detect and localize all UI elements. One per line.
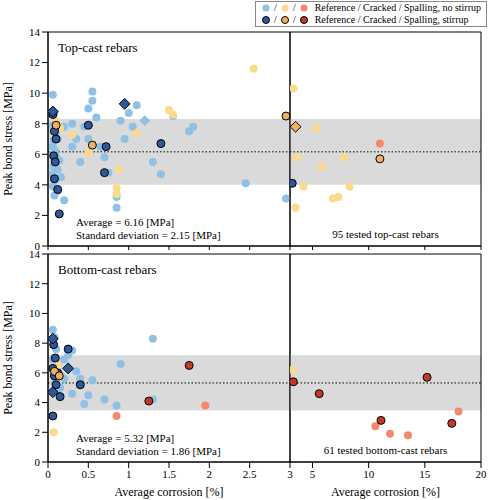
svg-text:Peak bond stress [MPa]: Peak bond stress [MPa] — [8, 82, 15, 196]
html-text:Reference / Cracked / Spalling: Reference / Cracked / Spalling, no stirr… — [314, 2, 481, 13]
svg-text:3: 3 — [287, 468, 293, 480]
svg-text:1.5: 1.5 — [162, 468, 176, 480]
svg-text:Average corrosion [%]: Average corrosion [%] — [114, 485, 223, 499]
svg-text:2.5: 2.5 — [243, 468, 257, 480]
svg-text:Average corrosion [%]: Average corrosion [%] — [331, 485, 440, 499]
svg-text:10: 10 — [363, 468, 375, 480]
svg-text:5: 5 — [310, 468, 316, 480]
svg-text:10: 10 — [29, 87, 41, 99]
svg-text:1: 1 — [126, 468, 132, 480]
svg-text:14: 14 — [29, 28, 41, 38]
html-text:Average = 6.16 [MPa]: Average = 6.16 [MPa] — [76, 216, 175, 228]
html-text:Standard deviation = 1.86 [MPa: Standard deviation = 1.86 [MPa] — [76, 445, 221, 457]
svg-text:10: 10 — [29, 307, 41, 319]
html-text:Top-cast rebars: Top-cast rebars — [58, 40, 138, 55]
svg-text:2: 2 — [207, 468, 213, 480]
svg-text:14: 14 — [29, 250, 41, 260]
svg-text:0.5: 0.5 — [81, 468, 95, 480]
svg-text:8: 8 — [35, 337, 41, 349]
svg-text:6: 6 — [35, 367, 41, 379]
svg-text:0: 0 — [35, 456, 41, 468]
html-text:95 tested top-cast rebars: 95 tested top-cast rebars — [332, 228, 439, 240]
svg-text:20: 20 — [476, 468, 482, 480]
html-text:Bottom-cast rebars: Bottom-cast rebars — [58, 262, 157, 277]
html-text:Standard deviation = 2.15 [MPa: Standard deviation = 2.15 [MPa] — [76, 229, 221, 241]
svg-text:15: 15 — [419, 468, 431, 480]
svg-text:12: 12 — [29, 56, 40, 68]
svg-text:4: 4 — [35, 179, 41, 191]
svg-text:8: 8 — [35, 118, 41, 130]
html-text:61 tested bottom-cast rebars: 61 tested bottom-cast rebars — [323, 444, 448, 456]
svg-text:12: 12 — [29, 278, 40, 290]
html-text:Average = 5.32 [MPa]: Average = 5.32 [MPa] — [76, 432, 175, 444]
svg-text:4: 4 — [35, 396, 41, 408]
svg-text:2: 2 — [35, 426, 41, 438]
svg-text:2: 2 — [35, 209, 41, 221]
html-text:Reference / Cracked / Spalling: Reference / Cracked / Spalling, stirrup — [314, 14, 469, 25]
svg-text:6: 6 — [35, 148, 41, 160]
svg-text:0: 0 — [35, 240, 41, 250]
svg-text:Peak bond stress [MPa]: Peak bond stress [MPa] — [8, 301, 15, 415]
svg-text:0: 0 — [45, 468, 51, 480]
